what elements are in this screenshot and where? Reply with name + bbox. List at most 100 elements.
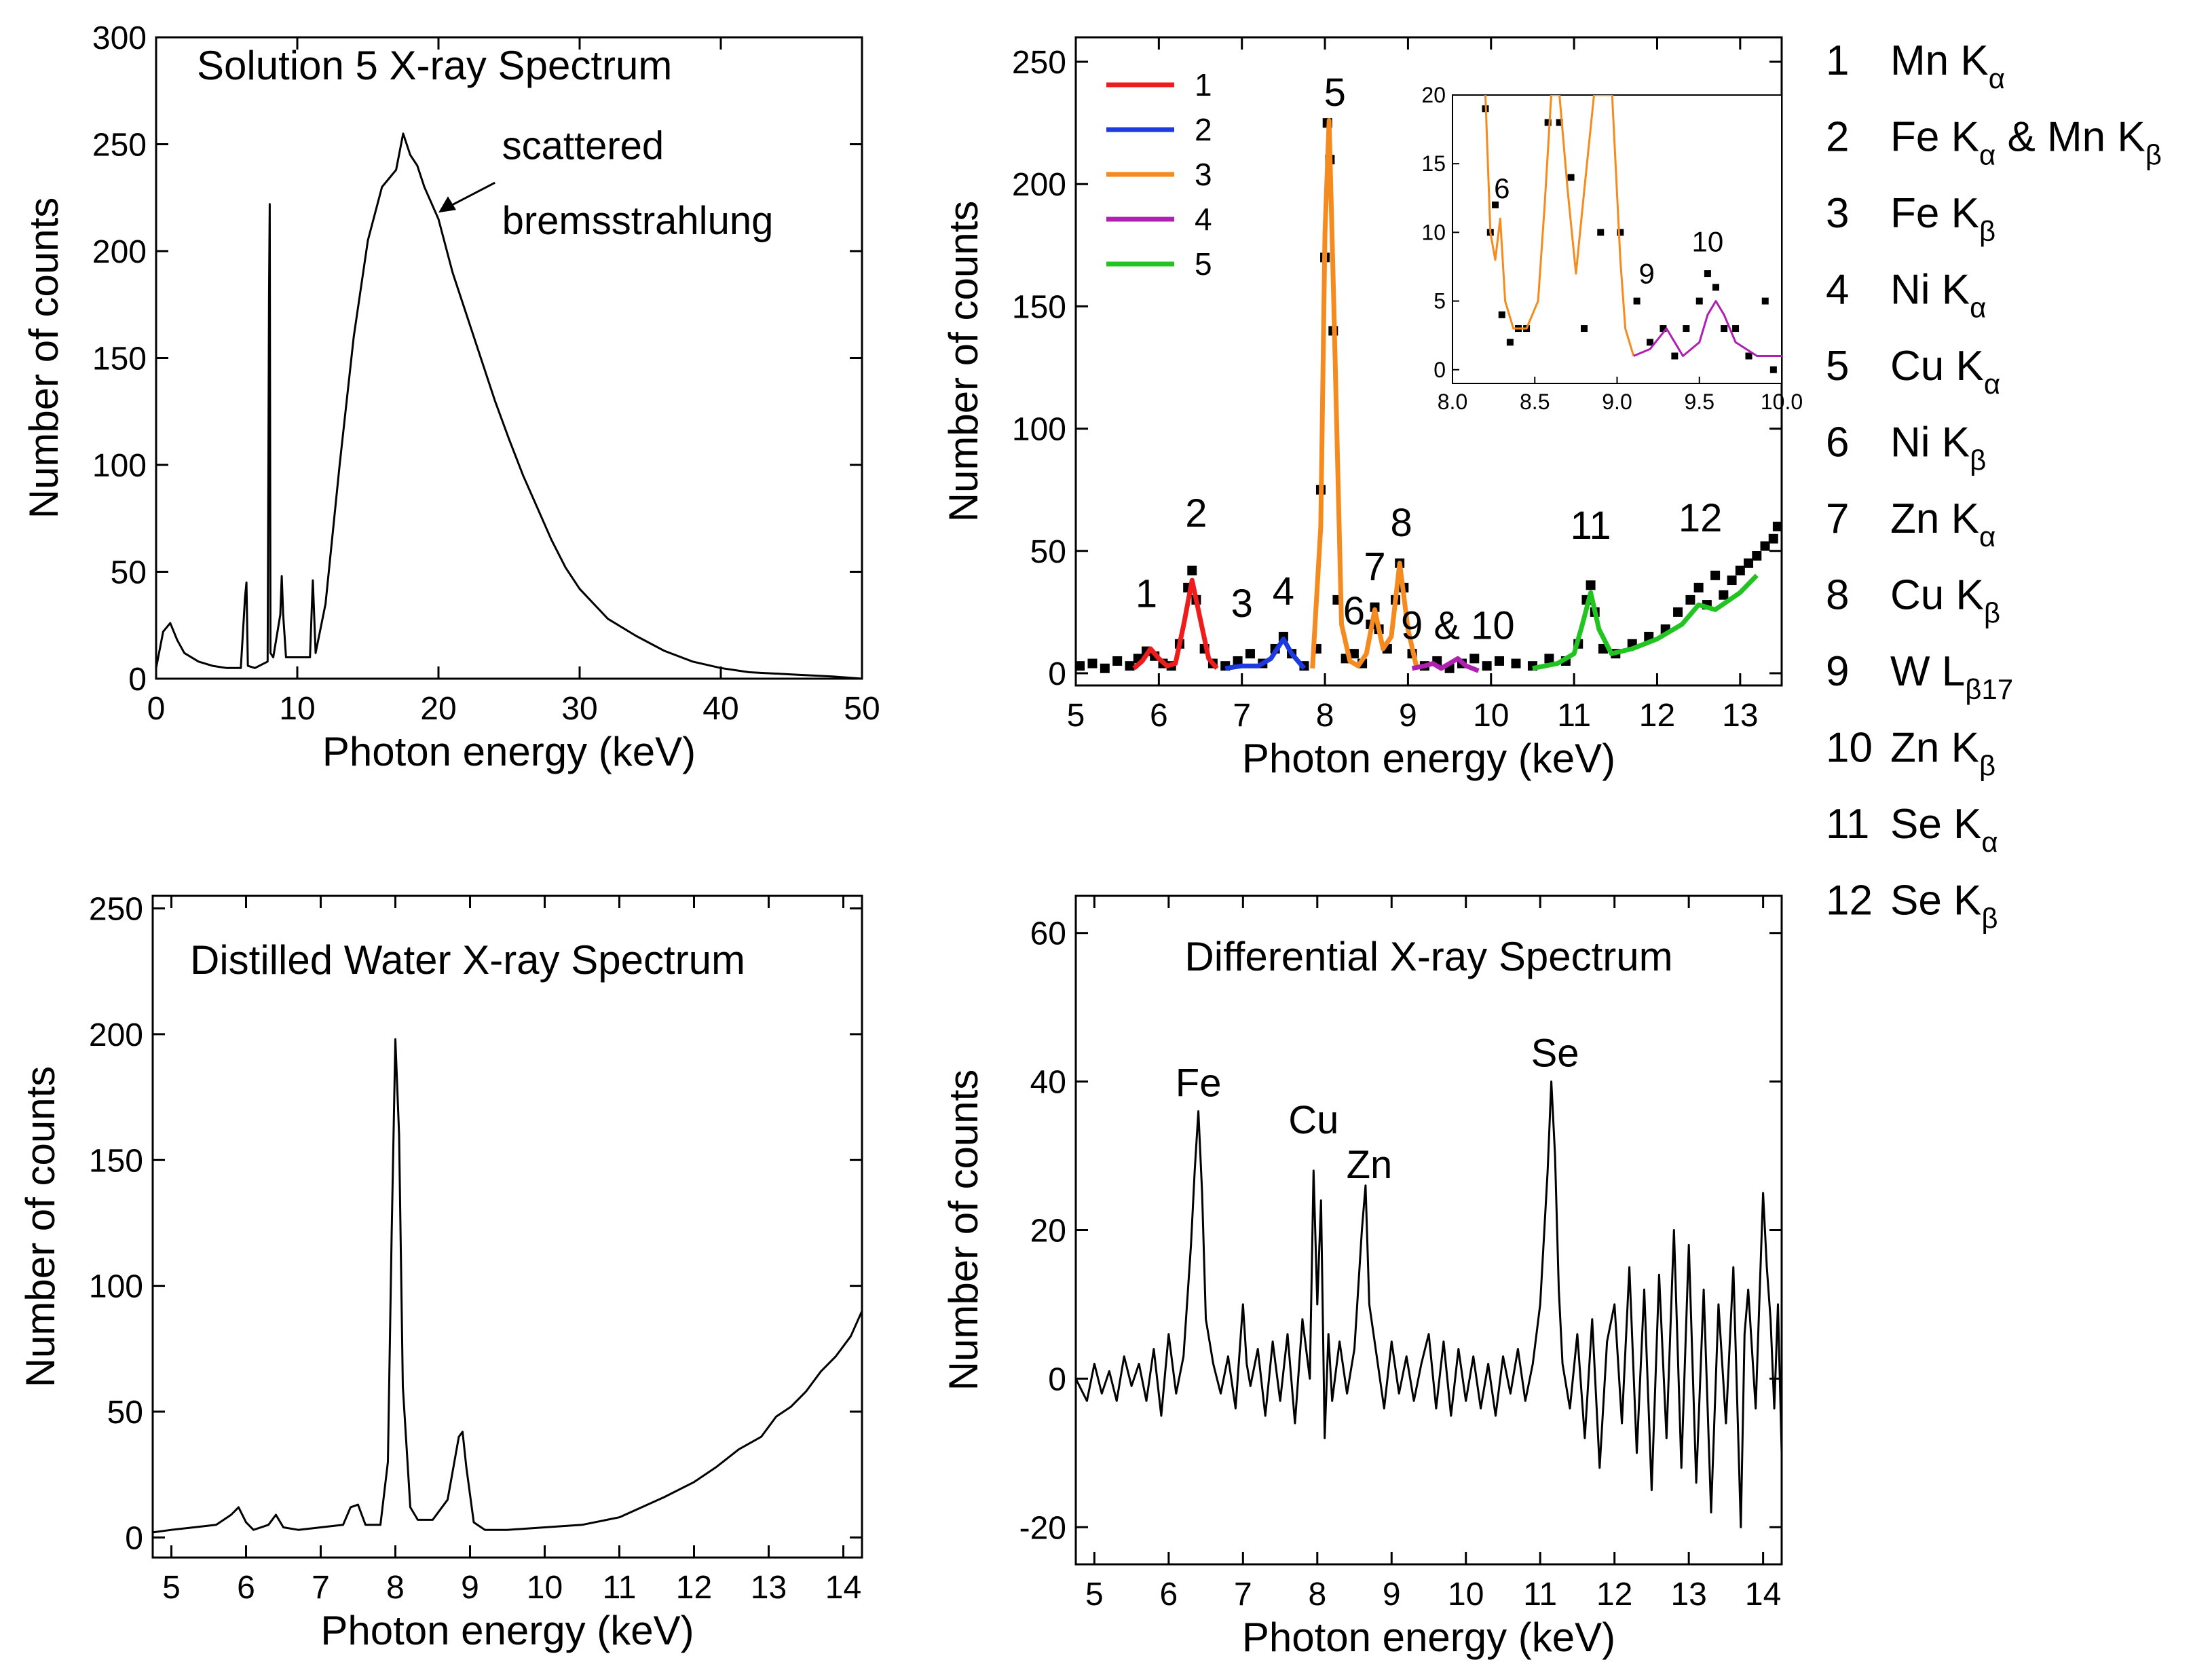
inset-y-tick-label: 15	[1421, 151, 1446, 176]
key-label-part: α	[1970, 292, 1986, 324]
x-tick-label: 6	[237, 1570, 255, 1606]
data-point	[1469, 654, 1480, 664]
x-tick-label: 50	[844, 691, 880, 727]
differential-spectrum-panel: 5 6 7 8 9 10 11 12 13 14 -20 0 20 40 60 Photon energy (…	[941, 894, 1783, 1660]
peak-label: 11	[1570, 504, 1611, 548]
inset-data-point	[1544, 119, 1552, 126]
key-entry: 9 W Lβ17	[1826, 648, 2013, 705]
inset-fit-purple	[1633, 300, 1782, 357]
key-label-start: Mn K	[1890, 37, 1989, 84]
x-tick-label: 12	[1639, 698, 1675, 734]
data-point	[1768, 533, 1778, 544]
data-point	[1760, 541, 1770, 551]
legend-label: 3	[1195, 157, 1212, 192]
key-label-start: Cu K	[1890, 343, 1984, 390]
y-tick-label: 0	[125, 1520, 143, 1556]
data-point	[1125, 661, 1135, 671]
x-tick-label: 10	[1448, 1577, 1484, 1613]
key-entry: 11 Se Kα	[1826, 801, 1998, 858]
y-tick-label: 100	[92, 448, 147, 484]
y-tick-label: 150	[1012, 289, 1066, 325]
x-tick-label: 0	[147, 691, 166, 727]
spectrum-line-water	[152, 1038, 863, 1534]
y-tick-label: 250	[1012, 45, 1066, 81]
y-tick-label: 250	[89, 892, 143, 928]
key-label-part: α	[1979, 521, 1995, 552]
peak-label: 4	[1273, 569, 1294, 614]
y-tick-label: 50	[107, 1395, 143, 1431]
key-number: 6	[1826, 419, 1849, 466]
key-label-part: & Mn K	[1995, 114, 2145, 161]
x-tick-label: 9	[1399, 698, 1417, 734]
key-entry: 8 Cu Kβ	[1826, 572, 2000, 629]
x-tick-label: 10	[527, 1570, 563, 1606]
y-tick-label: 150	[89, 1143, 143, 1179]
x-tick-label: 13	[1670, 1577, 1706, 1613]
key-label-part: α	[1979, 139, 1995, 171]
y-tick-label: 200	[89, 1017, 143, 1053]
data-point	[1511, 658, 1521, 668]
y-axis-label: Number of counts	[18, 1066, 63, 1388]
inset-data-point	[1695, 297, 1703, 305]
x-tick-label: 7	[312, 1570, 330, 1606]
solution5-spectrum-panel: 0 10 20 30 40 50 0 50 100 150 200 250 300 Photon ener…	[21, 20, 880, 774]
inset-peak-label: 9	[1638, 257, 1654, 289]
fit-curve-5	[1532, 573, 1759, 671]
x-axis-label: Photon energy (keV)	[320, 1608, 694, 1653]
y-tick-label: 100	[1012, 412, 1066, 448]
data-point	[1710, 570, 1721, 580]
peak-label: 12	[1679, 496, 1723, 540]
annotation-line-1: scattered	[502, 124, 664, 168]
spectrum-line-differential	[1074, 1080, 1783, 1528]
inset-data-point	[1617, 229, 1624, 236]
key-label-part: α	[1984, 368, 2000, 400]
x-tick-label: 8	[386, 1570, 405, 1606]
key-entry: 5 Cu Kα	[1826, 343, 2000, 400]
peak-label: 5	[1324, 71, 1346, 115]
x-tick-label: 12	[1596, 1577, 1632, 1613]
x-tick-label: 10	[1473, 698, 1509, 734]
data-point	[1233, 656, 1243, 666]
x-axis-label: Photon energy (keV)	[322, 729, 696, 774]
plot-frame	[151, 894, 863, 1559]
key-entry: 2 Fe Kα & Mn Kβ	[1826, 114, 2162, 171]
key-entry: 7 Zn Kα	[1826, 495, 1995, 552]
key-number: 2	[1826, 114, 1849, 161]
legend-label: 1	[1195, 67, 1212, 102]
inset-plot: 8.0 8.5 9.0 9.5 10.0 0 5 10 15 20 6 9 10	[1421, 83, 1803, 414]
x-tick-label: 30	[561, 691, 597, 727]
x-tick-label: 11	[1557, 698, 1591, 734]
peak-label: 7	[1364, 545, 1385, 589]
chart-title: Differential X-ray Spectrum	[1184, 934, 1672, 979]
x-tick-label: 9	[1383, 1577, 1401, 1613]
x-tick-label: 12	[676, 1570, 712, 1606]
data-point	[1544, 654, 1554, 664]
peak-label: 6	[1343, 589, 1365, 633]
x-tick-label: 7	[1233, 698, 1251, 734]
data-point	[1727, 576, 1737, 586]
x-axis-label: Photon energy (keV)	[1242, 1615, 1615, 1660]
chart-title: Distilled Water X-ray Spectrum	[190, 937, 745, 983]
y-tick-label: 60	[1030, 916, 1066, 952]
inset-x-tick-label: 9.5	[1685, 390, 1714, 414]
inset-frame	[1452, 94, 1782, 384]
key-number: 9	[1826, 648, 1849, 695]
key-label-part: α	[1989, 62, 2005, 94]
inset-data-point	[1498, 311, 1505, 318]
key-label-start: Ni K	[1890, 267, 1970, 314]
inset-data-point	[1492, 201, 1499, 208]
inset-data-point	[1712, 284, 1719, 291]
inset-y-tick-label: 20	[1421, 83, 1446, 107]
key-label-start: Fe K	[1890, 190, 1979, 237]
key-label-start: Cu K	[1890, 572, 1984, 619]
inset-data-point	[1660, 325, 1667, 333]
inset-data-point	[1633, 297, 1641, 305]
distilled-water-spectrum-panel: 5 6 7 8 9 10 11 12 13 14 0 50 100 150 200 250 Photon ene…	[18, 892, 863, 1653]
inset-data-point	[1556, 119, 1563, 126]
y-tick-label: 300	[92, 20, 147, 56]
data-point	[1112, 656, 1123, 666]
legend-label: 2	[1195, 112, 1212, 147]
key-label-start: Fe K	[1890, 114, 1979, 161]
fit-curve-2	[1224, 637, 1307, 671]
inset-data-point	[1567, 174, 1575, 181]
